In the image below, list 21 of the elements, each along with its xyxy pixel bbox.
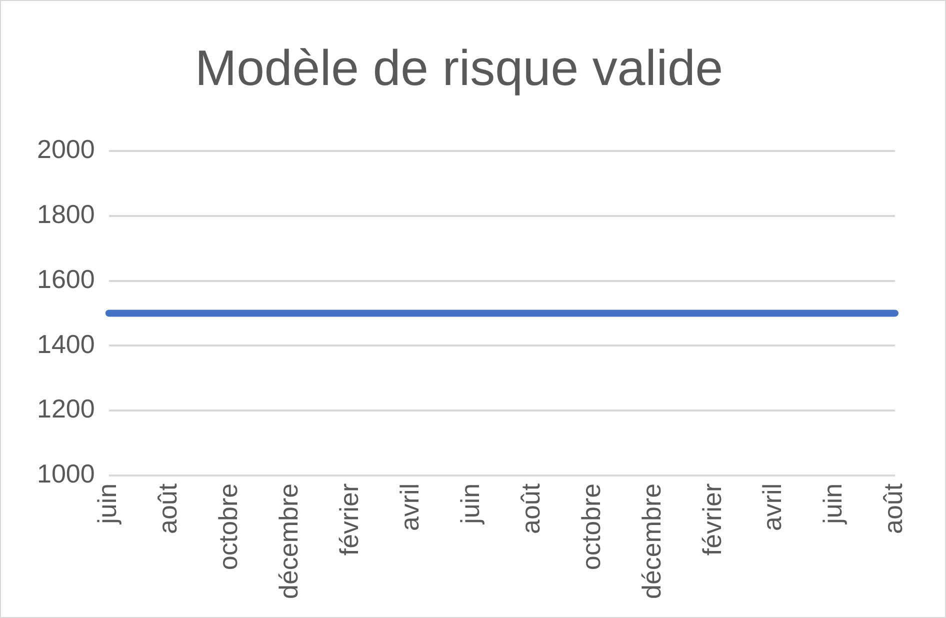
x-tick-label: août [515,482,546,534]
x-tick-label: décembre [273,483,304,600]
x-tick-label: avril [394,483,424,532]
x-tick-label: août [878,482,908,534]
x-tick-label: août [152,482,182,534]
y-tick-label: 1400 [36,328,95,359]
x-tick-label: avril [757,483,788,532]
y-tick-label: 1200 [36,394,95,424]
x-tick-label: décembre [636,483,666,600]
x-tick-label: juin [818,483,848,525]
y-tick-label: 2000 [36,134,95,164]
x-tick-label: février [696,483,727,556]
x-tick-label: octobre [212,483,243,570]
y-tick-label: 1800 [36,199,95,230]
x-tick-label: juin [454,483,485,525]
x-tick-label: octobre [576,483,606,570]
x-tick-label: juin [92,483,122,525]
y-tick-label: 1600 [36,264,95,294]
y-tick-label: 1000 [36,458,95,489]
x-tick-label: février [334,483,364,556]
chart-title: Modèle de risque valide [194,40,724,96]
